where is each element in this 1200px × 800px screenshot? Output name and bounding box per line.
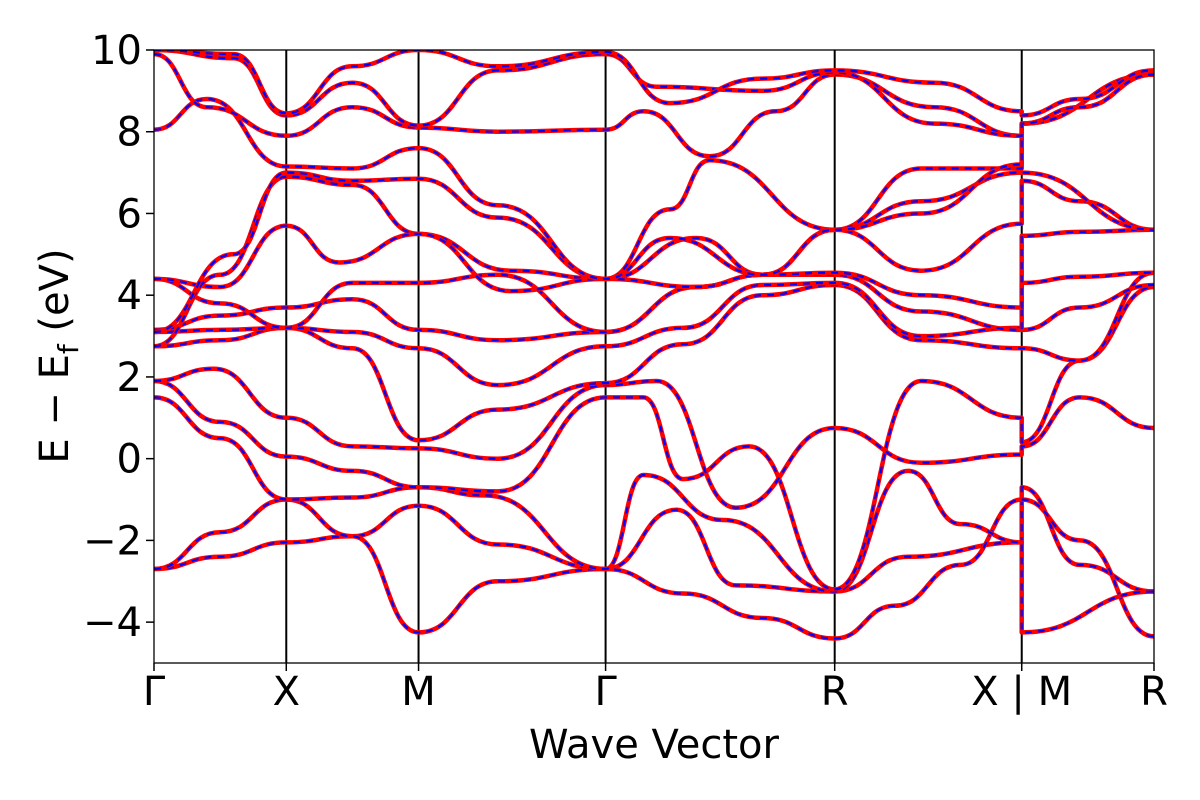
x-tick-label: M xyxy=(401,669,436,715)
band-line-blue-dashed xyxy=(154,396,1154,634)
y-tick-label: −2 xyxy=(83,518,142,564)
x-axis-label: Wave Vector xyxy=(529,722,780,768)
band-line-red xyxy=(154,50,1154,139)
band-line-blue-dashed xyxy=(154,228,1154,334)
x-axis-ticks: Γ X M Γ R X | M R xyxy=(143,663,1168,715)
y-tick-label: −4 xyxy=(83,600,142,646)
x-tick-label: X | M xyxy=(971,669,1072,715)
band-line-blue-dashed xyxy=(154,50,1154,137)
x-tick-label: X xyxy=(273,669,300,715)
y-tick-label: 8 xyxy=(117,110,142,156)
band-line-red xyxy=(154,366,1154,510)
y-axis-ticks: −4 −2 0 2 4 6 8 10 xyxy=(83,28,154,646)
band-line-blue-dashed xyxy=(154,179,1154,289)
y-axis-label: E − Ef (eV) xyxy=(32,248,85,463)
y-label-main: E − E xyxy=(32,354,78,464)
x-tick-label: Γ xyxy=(594,669,617,715)
x-tick-label: Γ xyxy=(143,669,166,715)
band-line-red xyxy=(154,280,1154,388)
band-line-blue-dashed xyxy=(154,159,1154,348)
y-tick-label: 10 xyxy=(91,28,142,74)
band-line-red xyxy=(154,395,1154,635)
band-line-blue-dashed xyxy=(154,285,1154,591)
band-line-red xyxy=(154,50,1154,118)
y-label-unit xyxy=(32,332,78,345)
band-line-blue-dashed xyxy=(154,73,1154,281)
y-tick-label: 6 xyxy=(117,191,142,237)
band-line-red xyxy=(154,497,1154,641)
y-label-subscript: f xyxy=(52,343,85,354)
y-tick-label: 2 xyxy=(117,355,142,401)
band-line-red xyxy=(154,227,1154,335)
band-line-blue-dashed xyxy=(154,53,1154,158)
x-tick-label: R xyxy=(1140,669,1168,715)
y-tick-label: 0 xyxy=(117,437,142,483)
plot-frame xyxy=(153,49,1155,664)
y-label-unit-text: (eV) xyxy=(32,248,78,331)
band-line-blue-dashed xyxy=(154,367,1154,509)
band-line-blue-dashed xyxy=(154,486,1154,593)
band-line-blue-dashed xyxy=(154,50,1154,117)
band-line-blue-dashed xyxy=(154,271,1154,442)
y-tick-label: 4 xyxy=(117,273,142,319)
band-lines xyxy=(154,50,1154,641)
x-tick-label: R xyxy=(821,669,849,715)
